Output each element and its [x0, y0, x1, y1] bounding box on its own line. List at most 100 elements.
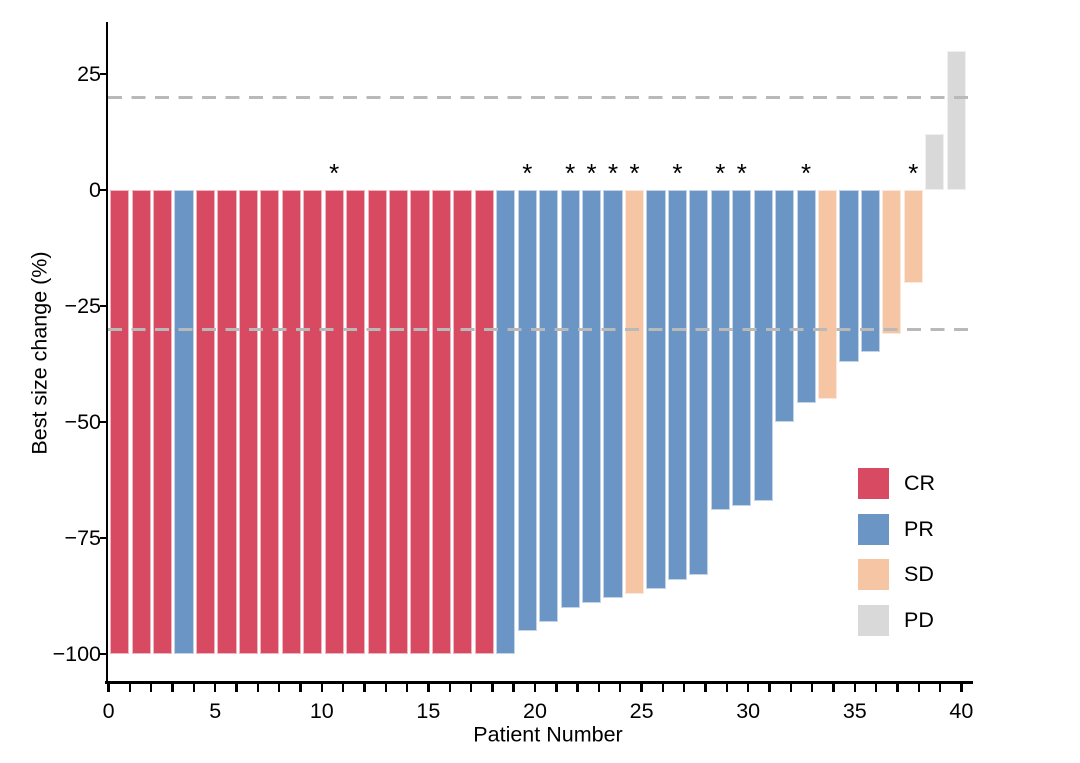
- x-axis-label-0: 0: [102, 699, 115, 723]
- x-axis-tick-10: [320, 684, 323, 692]
- x-axis-line: [105, 681, 973, 685]
- bar-patient-23-pr: [582, 190, 602, 603]
- x-axis-tick-11: [341, 684, 345, 692]
- y-axis-tick-0: [99, 188, 106, 192]
- x-axis-tick-25: [640, 684, 643, 692]
- legend-swatch-pd: [858, 604, 889, 636]
- x-axis-tick-31: [768, 684, 771, 692]
- bar-patient-13-cr: [367, 190, 387, 654]
- bar-patient-25-sd: [624, 190, 645, 594]
- legend-label-sd: SD: [904, 562, 934, 586]
- legend-swatch-cr: [858, 468, 889, 499]
- bar-patient-3-cr: [153, 190, 173, 654]
- bar-patient-34-sd: [817, 190, 838, 399]
- x-axis-tick-26: [661, 684, 665, 692]
- bar-patient-29-pr: [710, 190, 730, 511]
- bar-patient-26-pr: [646, 190, 666, 590]
- star-annotation-patient-30: *: [736, 158, 747, 188]
- x-axis-tick-14: [405, 684, 409, 692]
- x-axis-tick-18: [491, 684, 494, 692]
- x-axis-label-5: 5: [209, 699, 222, 723]
- bar-patient-10-cr: [303, 190, 323, 654]
- x-axis-tick-2: [150, 684, 153, 692]
- y-axis-label--75: −75: [64, 525, 101, 550]
- legend-label-pr: PR: [904, 516, 934, 541]
- bar-patient-6-cr: [217, 190, 237, 654]
- bar-patient-1-cr: [110, 190, 130, 654]
- y-axis-label--100: −100: [52, 641, 101, 666]
- bar-patient-16-cr: [431, 190, 452, 654]
- x-axis-tick-36: [874, 684, 878, 692]
- y-axis-tick-25: [99, 72, 106, 76]
- bar-patient-4-pr: [174, 190, 194, 654]
- bar-patient-8-cr: [260, 190, 280, 654]
- x-axis-tick-3: [171, 684, 174, 692]
- x-axis-tick-7: [256, 684, 260, 692]
- x-axis-tick-19: [512, 684, 515, 692]
- x-axis-label-20: 20: [523, 699, 547, 723]
- x-axis-tick-24: [619, 684, 622, 692]
- bar-patient-28-pr: [689, 190, 709, 576]
- bar-patient-33-pr: [796, 190, 816, 404]
- bar-patient-12-cr: [346, 190, 366, 654]
- x-axis-tick-21: [555, 684, 558, 692]
- bar-patient-18-cr: [474, 190, 494, 654]
- star-annotation-patient-24: *: [607, 158, 619, 188]
- bar-patient-7-cr: [238, 190, 258, 654]
- legend-label-cr: CR: [904, 471, 936, 495]
- x-axis-tick-37: [896, 684, 899, 692]
- star-annotation-patient-23: *: [586, 158, 597, 188]
- bar-patient-36-pr: [860, 190, 881, 353]
- y-axis-label--50: −50: [64, 409, 101, 434]
- star-annotation-patient-29: *: [715, 158, 726, 188]
- x-axis-tick-15: [427, 684, 430, 692]
- y-axis-label-25: 25: [77, 61, 101, 86]
- x-axis-tick-0: [107, 684, 110, 692]
- x-axis-tick-40: [960, 684, 963, 692]
- bar-patient-32-pr: [775, 190, 795, 422]
- legend-label-pd: PD: [904, 607, 934, 632]
- legend-swatch-pr: [858, 513, 889, 545]
- star-annotation-patient-38: *: [908, 158, 919, 188]
- x-axis-tick-22: [576, 684, 579, 692]
- x-axis-label-35: 35: [842, 699, 867, 723]
- star-annotation-patient-20: *: [522, 158, 533, 188]
- x-axis-tick-35: [853, 684, 856, 692]
- bar-patient-5-cr: [195, 190, 216, 654]
- y-axis-line: [106, 22, 109, 684]
- x-axis-tick-39: [938, 684, 942, 692]
- bar-patient-40-pd: [946, 50, 966, 190]
- x-axis-tick-17: [469, 684, 473, 692]
- star-annotation-patient-27: *: [672, 158, 683, 188]
- bar-patient-24-pr: [603, 190, 623, 599]
- x-axis-tick-27: [683, 684, 686, 692]
- bar-patient-27-pr: [667, 190, 687, 580]
- x-axis-label-15: 15: [416, 699, 441, 723]
- bar-patient-38-sd: [903, 190, 923, 283]
- bar-patient-21-pr: [539, 190, 559, 622]
- x-axis-tick-38: [917, 684, 920, 692]
- x-axis-tick-29: [725, 684, 729, 692]
- x-axis-tick-28: [704, 684, 707, 692]
- bar-patient-20-pr: [517, 190, 537, 631]
- y-axis-tick--100: [99, 652, 106, 656]
- y-axis-tick--75: [99, 536, 106, 540]
- y-axis-label-0: 0: [89, 177, 101, 202]
- bar-patient-9-cr: [281, 190, 301, 654]
- x-axis-tick-12: [363, 684, 366, 692]
- bar-patient-17-cr: [453, 190, 473, 654]
- bar-patient-15-cr: [410, 190, 430, 654]
- bar-patient-35-pr: [839, 190, 859, 362]
- star-annotation-patient-22: *: [565, 158, 576, 188]
- x-axis-tick-16: [448, 684, 451, 692]
- x-axis-tick-23: [597, 684, 601, 692]
- y-axis-tick--50: [99, 420, 106, 424]
- legend-swatch-sd: [858, 559, 889, 590]
- bar-patient-11-cr: [324, 190, 344, 654]
- x-axis-tick-20: [533, 684, 537, 692]
- x-axis-tick-30: [747, 684, 750, 692]
- x-axis-tick-13: [384, 684, 387, 692]
- star-annotation-patient-11: *: [329, 158, 340, 188]
- bar-patient-39-pd: [925, 134, 945, 190]
